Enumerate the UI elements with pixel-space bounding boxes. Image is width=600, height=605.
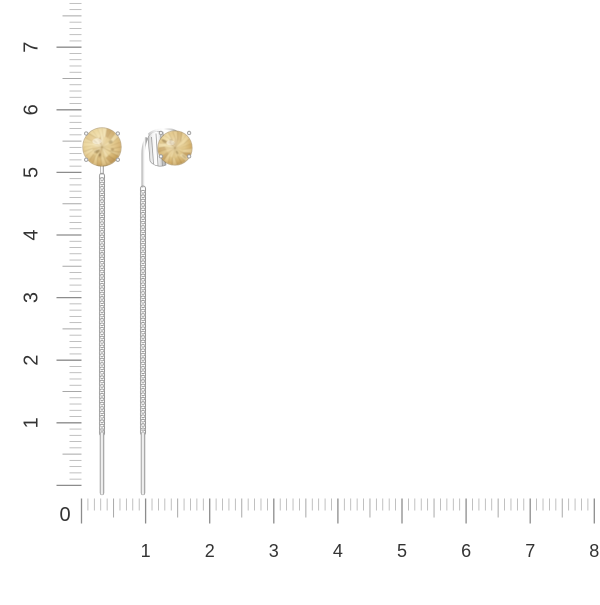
svg-text:3: 3 (20, 292, 42, 303)
svg-text:2: 2 (20, 355, 42, 366)
svg-text:8: 8 (589, 541, 599, 561)
svg-text:7: 7 (525, 541, 535, 561)
svg-text:6: 6 (461, 541, 471, 561)
svg-text:1: 1 (141, 541, 151, 561)
svg-text:7: 7 (20, 42, 42, 53)
svg-text:5: 5 (397, 541, 407, 561)
svg-text:0: 0 (59, 504, 70, 526)
svg-text:5: 5 (20, 167, 42, 178)
svg-text:3: 3 (269, 541, 279, 561)
svg-text:1: 1 (20, 417, 42, 428)
svg-text:6: 6 (20, 104, 42, 115)
svg-text:4: 4 (20, 229, 42, 240)
svg-text:2: 2 (205, 541, 215, 561)
svg-text:4: 4 (333, 541, 343, 561)
